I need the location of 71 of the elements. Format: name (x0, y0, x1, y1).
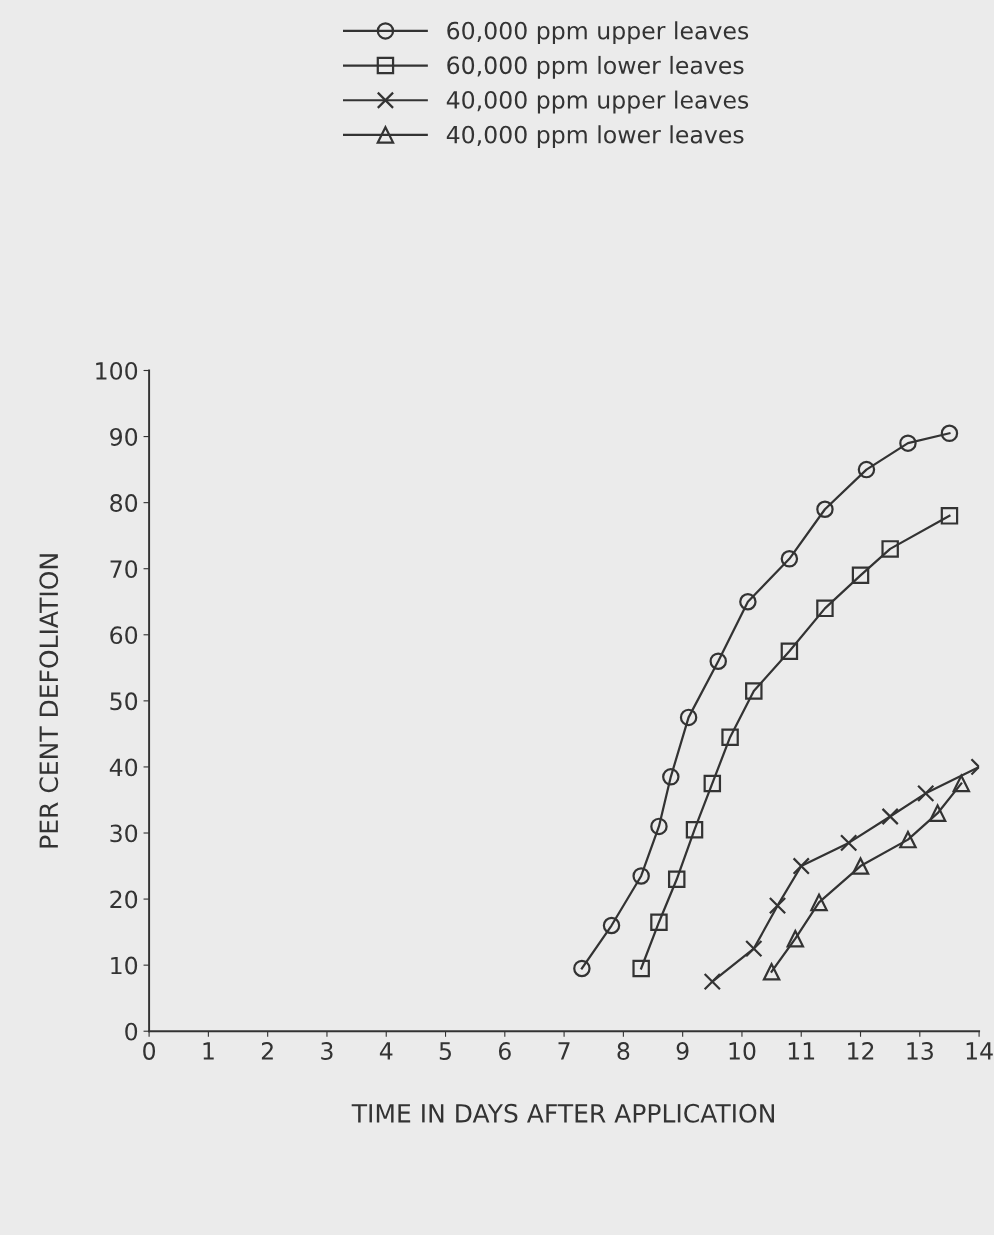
point (679, 708, 698, 727)
y-axis-title: PER CENT DEFOLIATION (39, 554, 59, 848)
point (703, 972, 722, 991)
x-tick-label: 10 (729, 1042, 756, 1060)
x-tick-label: 11 (788, 1042, 815, 1060)
point (662, 768, 680, 786)
point (899, 830, 917, 849)
point (780, 642, 799, 661)
point (940, 424, 959, 443)
point (739, 593, 757, 611)
point (916, 784, 935, 803)
point (851, 566, 870, 585)
point (816, 500, 834, 518)
point (685, 820, 704, 839)
point (602, 916, 621, 935)
point (721, 728, 739, 746)
y-tick-label: 10 (111, 956, 138, 975)
x-tick-label: 13 (907, 1042, 933, 1060)
x-tick-label: 0 (143, 1042, 156, 1060)
point (632, 867, 650, 885)
legend-label: 60,000 ppm lower leaves (447, 55, 744, 79)
point (881, 540, 899, 558)
point (786, 929, 805, 948)
point (928, 804, 947, 822)
y-tick-label: 90 (110, 428, 138, 446)
y-tick-label: 30 (110, 824, 138, 843)
x-tick-label: 3 (321, 1042, 333, 1060)
point (940, 507, 959, 525)
point (650, 913, 668, 931)
point (857, 460, 876, 479)
point (667, 870, 686, 889)
point (881, 807, 899, 826)
y-tick-label: 0 (125, 1022, 138, 1041)
y-tick-label: 50 (110, 692, 138, 711)
y-tick-label: 70 (110, 560, 138, 579)
point (952, 774, 971, 793)
point (703, 774, 722, 793)
point (768, 896, 787, 915)
point (899, 434, 917, 452)
x-tick-label: 12 (848, 1042, 874, 1060)
x-tick-label: 6 (498, 1042, 511, 1060)
point (745, 939, 763, 958)
point (839, 834, 858, 852)
x-axis-title: TIME IN DAYS AFTER APPLICATION (351, 1103, 774, 1123)
x-tick-label: 14 (966, 1042, 993, 1060)
legend-label: 60,000 ppm upper leaves (447, 21, 749, 45)
point (632, 959, 650, 978)
point (762, 963, 781, 981)
point (780, 550, 799, 568)
x-tick-label: 1 (203, 1042, 214, 1060)
point (792, 857, 810, 875)
point (745, 682, 763, 700)
point (573, 959, 591, 978)
x-tick-label: 9 (676, 1042, 689, 1060)
x-tick-label: 7 (558, 1042, 570, 1060)
legend-label: 40,000 ppm upper leaves (446, 90, 749, 114)
y-tick-label: 60 (110, 626, 138, 645)
y-tick-label: 80 (110, 494, 138, 512)
x-tick-label: 8 (617, 1042, 630, 1060)
point (816, 599, 834, 618)
x-tick-label: 4 (379, 1042, 393, 1060)
point (709, 652, 727, 670)
x-tick-label: 5 (439, 1042, 451, 1060)
y-tick-label: 100 (96, 361, 138, 380)
legend-label: 40,000 ppm lower leaves (446, 125, 744, 149)
y-tick-label: 40 (109, 758, 138, 777)
point (851, 857, 870, 875)
x-tick-label: 2 (261, 1042, 273, 1060)
point (810, 893, 828, 912)
point (650, 817, 668, 836)
y-tick-label: 20 (110, 890, 138, 909)
